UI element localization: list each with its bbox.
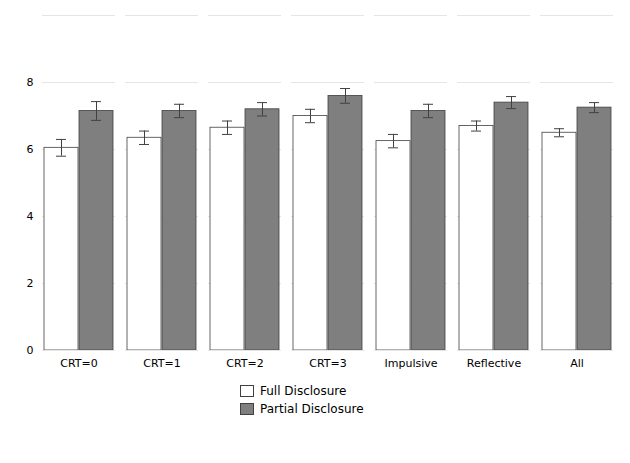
svg-text:4: 4	[27, 210, 34, 223]
svg-text:Impulsive: Impulsive	[384, 357, 437, 370]
svg-text:8: 8	[27, 76, 34, 89]
svg-text:Reflective: Reflective	[467, 357, 522, 370]
svg-text:0: 0	[27, 344, 34, 357]
svg-text:6: 6	[27, 143, 34, 156]
html-text:Full Disclosure: Full Disclosure	[260, 384, 347, 398]
html-text:Partial Disclosure: Partial Disclosure	[260, 402, 364, 416]
svg-text:All: All	[570, 357, 584, 370]
svg-text:2: 2	[27, 277, 34, 290]
svg-text:CRT=1: CRT=1	[143, 357, 180, 370]
svg-text:CRT=2: CRT=2	[226, 357, 263, 370]
svg-text:CRT=3: CRT=3	[309, 357, 346, 370]
svg-text:CRT=0: CRT=0	[60, 357, 97, 370]
